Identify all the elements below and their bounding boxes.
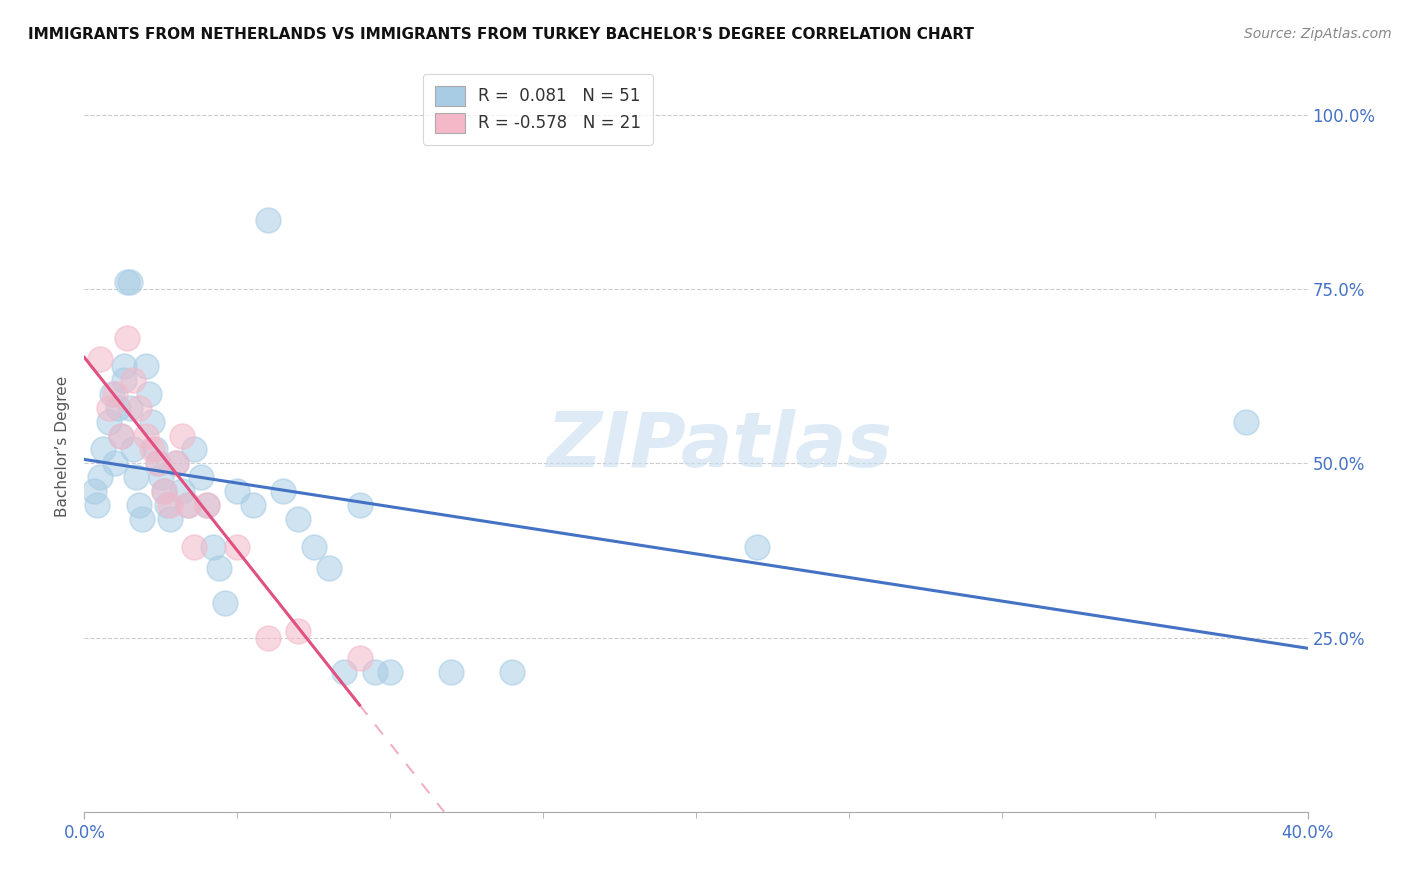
Point [131,512,153,526]
Point [146,457,169,471]
Point [122,373,145,387]
Point [91,442,114,457]
Point [101,386,124,401]
Point [226,484,249,499]
Point [177,498,200,512]
Point [120,275,142,289]
Point [183,540,205,554]
Point [226,540,249,554]
Point [115,331,138,345]
Point [190,470,212,484]
Point [110,428,132,442]
Text: Source: ZipAtlas.com: Source: ZipAtlas.com [1244,27,1392,41]
Point [138,386,160,401]
Point [159,512,181,526]
Point [153,484,176,499]
Point [172,484,194,499]
Point [159,498,181,512]
Point [135,359,157,373]
Point [112,373,135,387]
Point [201,540,224,554]
Point [110,428,132,442]
Point [271,484,294,499]
Point [208,561,231,575]
Point [122,442,145,457]
Point [318,561,340,575]
Point [302,540,325,554]
Point [128,498,150,512]
Point [502,665,524,680]
Point [242,498,264,512]
Point [195,498,218,512]
Point [440,665,463,680]
Point [135,428,157,442]
Point [380,665,402,680]
Point [149,470,172,484]
Legend: R =  0.081   N = 51, R = -0.578   N = 21: R = 0.081 N = 51, R = -0.578 N = 21 [423,74,652,145]
Point [156,498,179,512]
Point [125,470,148,484]
Text: ZIPatlas: ZIPatlas [547,409,893,483]
Point [153,484,176,499]
Y-axis label: Bachelor’s Degree: Bachelor’s Degree [55,376,70,516]
Point [107,401,129,415]
Point [287,512,309,526]
Point [1236,415,1258,429]
Point [141,415,163,429]
Point [333,665,356,680]
Point [112,359,135,373]
Point [86,498,108,512]
Point [128,401,150,415]
Point [89,351,111,366]
Point [172,428,194,442]
Point [257,631,280,645]
Point [349,651,371,665]
Point [214,596,236,610]
Point [115,275,138,289]
Point [89,470,111,484]
Point [349,498,371,512]
Point [120,401,142,415]
Point [195,498,218,512]
Text: IMMIGRANTS FROM NETHERLANDS VS IMMIGRANTS FROM TURKEY BACHELOR'S DEGREE CORRELAT: IMMIGRANTS FROM NETHERLANDS VS IMMIGRANT… [28,27,974,42]
Point [97,415,120,429]
Point [257,212,280,227]
Point [177,498,200,512]
Point [747,540,769,554]
Point [146,457,169,471]
Point [143,442,166,457]
Point [364,665,387,680]
Point [165,457,187,471]
Point [141,442,163,457]
Point [287,624,309,638]
Point [104,457,127,471]
Point [165,457,187,471]
Point [104,386,127,401]
Point [183,442,205,457]
Point [97,401,120,415]
Point [83,484,105,499]
